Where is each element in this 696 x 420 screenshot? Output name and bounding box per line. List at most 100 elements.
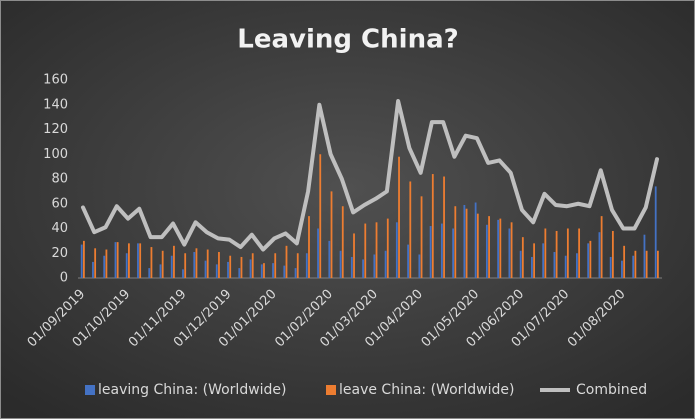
bar [305,253,308,278]
bar [576,253,578,278]
bar [125,253,128,278]
bar [103,255,106,278]
bar [420,196,423,278]
bar [519,250,522,278]
bar [150,247,153,278]
bar [418,254,421,278]
bar [139,243,142,278]
bar [182,269,184,278]
bar [463,204,466,278]
y-tick-label: 140 [43,97,68,112]
bar [555,230,558,278]
bar [229,255,232,278]
bar [530,256,533,278]
bar [632,255,635,278]
bar [184,253,187,278]
bar [285,245,288,278]
bar [362,259,364,278]
bar [364,223,367,278]
bar [587,243,590,278]
bar [643,234,646,278]
bar [249,259,252,278]
bar [609,256,612,278]
bar [452,228,455,278]
y-tick-label: 60 [51,196,68,211]
bar [474,202,477,278]
bar [353,233,355,278]
bar [395,222,398,278]
bar [294,268,297,278]
bar [398,156,400,278]
bar [218,252,220,278]
bar [497,219,500,278]
bar [465,208,468,278]
bar [407,244,409,278]
bar [409,181,412,278]
bar [195,248,198,278]
bar [600,216,603,278]
bar [544,228,547,278]
bar [533,243,535,278]
bar [634,250,637,278]
legend-label: Combined [576,382,647,398]
bar [263,263,265,278]
bar [272,263,274,278]
bar [589,240,592,278]
bar [319,154,322,278]
bar [193,252,196,278]
bar [440,223,443,278]
bar [566,228,569,278]
bar [170,255,173,278]
bar [94,248,97,278]
bar [80,244,83,278]
y-tick-label: 100 [43,147,68,162]
bar [454,206,457,278]
bar [499,218,502,278]
bar [137,243,139,278]
legend-swatch [85,385,95,395]
bar [204,260,207,278]
bar [83,240,85,278]
bar [251,253,254,278]
bar [215,264,218,278]
bar [373,254,376,278]
bar [654,186,657,278]
bar [206,249,209,278]
bar [553,252,556,278]
bar [173,245,175,278]
bar [645,250,648,278]
y-tick-label: 0 [60,271,68,286]
bar [488,216,490,278]
bar [128,243,130,278]
y-tick-label: 120 [43,122,68,137]
bar [114,242,117,278]
y-tick-label: 40 [51,221,68,236]
bar [341,206,344,278]
bar [317,228,319,278]
bar [296,253,299,278]
bar [485,224,488,278]
legend-label: leave China: (Worldwide) [339,382,514,398]
bar [274,253,277,278]
bar [578,228,581,278]
bar [116,242,119,278]
bar [105,249,108,278]
bar [308,216,310,278]
bar [510,222,513,278]
bar [375,222,378,278]
bar [283,265,286,278]
bar [564,255,567,278]
y-tick-label: 160 [43,73,68,88]
bar [227,261,229,278]
bar [476,213,479,278]
chart-title: Leaving China? [237,25,458,55]
bar [161,250,164,278]
line [81,99,659,252]
bar [350,256,353,278]
y-tick-label: 20 [51,246,68,261]
bar [429,226,432,278]
bar [384,250,387,278]
bar [657,250,659,278]
bar [330,191,333,278]
